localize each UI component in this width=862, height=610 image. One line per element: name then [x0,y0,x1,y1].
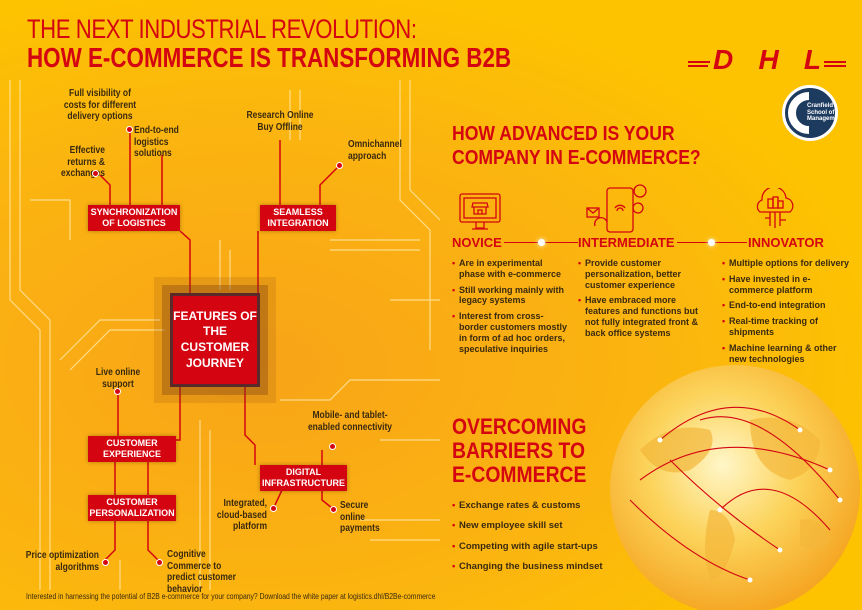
label-returns: Effective returns & exchanges [61,145,105,179]
bullet: Real-time tracking of shipments [722,316,852,338]
node-dot [156,559,163,566]
bullet: Still working mainly with legacy systems [452,285,570,307]
svg-text:DHL: DHL [713,46,821,72]
stage-timeline [452,239,844,246]
bullet: End-to-end integration [722,300,852,311]
bullet: Machine learning & other new technologie… [722,343,852,365]
node-dot [329,443,336,450]
dhl-logo: DHL [688,46,846,72]
barriers-heading-line3: E-COMMERCE [452,462,587,488]
smartphone-wifi-icon [586,184,647,233]
label-cost-visibility: Full visibility of costs for different d… [63,88,137,122]
stage-novice: NOVICE [452,235,502,250]
cranfield-c-mark [788,92,810,134]
globe-graphic [610,365,860,610]
advanced-heading-line2: COMPANY IN E-COMMERCE? [452,147,701,169]
node-dot [336,162,343,169]
barrier-item: Changing the business mindset [452,561,612,573]
node-dot [330,506,337,513]
bullet: Multiple options for delivery [722,258,852,269]
node-dot [92,170,99,177]
stage-innovator: INNOVATOR [748,235,824,250]
label-cloud-platform: Integrated, cloud-based platform [216,498,267,532]
node-dot [126,126,133,133]
label-end-to-end: End-to-end logistics solutions [134,125,179,159]
bullet: Provide customer personalization, better… [578,258,708,290]
barriers-heading: OVERCOMING BARRIERS TO E-COMMERCE [452,414,587,488]
box-customer-experience: CUSTOMER EXPERIENCE [88,436,176,462]
label-omnichannel: Omnichannel approach [348,139,402,162]
box-customer-personalization: CUSTOMER PERSONALIZATION [88,495,176,521]
node-dot [270,505,277,512]
node-dot [102,559,109,566]
bullet: Interest from cross-border customers mos… [452,311,570,354]
node-dot [114,388,121,395]
barrier-item: Competing with agile start-ups [452,541,612,553]
bullet: Have embraced more features and function… [578,295,708,338]
barriers-list: Exchange rates & customs New employee sk… [452,500,612,582]
novice-bullets: Are in experimental phase with e-commerc… [452,258,570,359]
cloud-network-icon [756,188,794,228]
label-ropo: Research Online Buy Offline [246,110,314,133]
bullet: Have invested in e-commerce platform [722,274,852,296]
label-payments: Secure online payments [340,500,380,534]
bullet: Are in experimental phase with e-commerc… [452,258,570,280]
title-line2: HOW E-COMMERCE IS TRANSFORMING B2B [27,42,512,73]
stage-intermediate: INTERMEDIATE [578,235,675,250]
box-digital-infrastructure: DIGITAL INFRASTRUCTURE [260,465,347,491]
barrier-item: New employee skill set [452,520,612,532]
label-live-support: Live online support [95,367,141,390]
innovator-bullets: Multiple options for delivery Have inves… [722,258,852,369]
footer-text: Interested in harnessing the potential o… [26,592,436,601]
box-synchronization-of-logistics: SYNCHRONIZATION OF LOGISTICS [88,205,180,231]
barriers-heading-line1: OVERCOMING [452,414,587,439]
cranfield-logo-text: Cranfield School of Management [807,103,838,123]
features-chip: FEATURES OF THE CUSTOMER JOURNEY [170,293,260,387]
cranfield-logo: Cranfield School of Management [782,85,838,141]
label-price-optimization: Price optimization algorithms [25,550,100,573]
advanced-heading: HOW ADVANCED IS YOUR COMPANY IN E-COMMER… [452,122,701,170]
barrier-item: Exchange rates & customs [452,500,612,512]
title-line1: THE NEXT INDUSTRIAL REVOLUTION: [27,14,417,44]
advanced-heading-line1: HOW ADVANCED IS YOUR [452,123,675,145]
storefront-monitor-icon [459,193,501,230]
label-mobile: Mobile- and tablet-enabled connectivity [307,410,393,433]
label-cognitive-commerce: Cognitive Commerce to predict customer b… [167,549,236,595]
box-seamless-integration: SEAMLESS INTEGRATION [260,205,336,231]
intermediate-bullets: Provide customer personalization, better… [578,258,708,344]
barriers-heading-line2: BARRIERS TO [452,438,586,464]
